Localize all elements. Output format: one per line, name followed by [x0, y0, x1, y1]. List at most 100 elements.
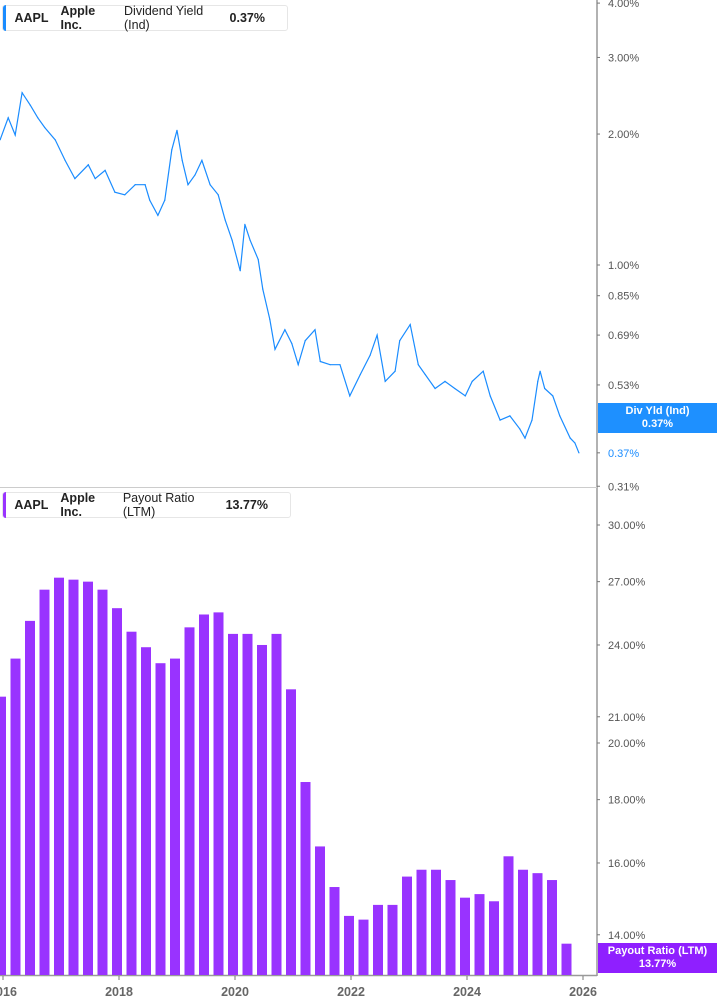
y-tick-label: 20.00%: [608, 738, 646, 750]
payout-ratio-bar: [300, 782, 311, 975]
y-tick-label: 0.31%: [608, 481, 639, 493]
dividend-yield-point: [181, 159, 183, 161]
dividend-yield-point: [399, 340, 401, 342]
legend-metric: Payout Ratio (LTM): [122, 491, 195, 519]
dividend-yield-point: [144, 184, 146, 186]
payout-ratio-bar: [242, 633, 253, 975]
payout-ratio-bar: [83, 581, 93, 975]
dividend-yield-point: [217, 194, 219, 196]
dividend-yield-point: [359, 373, 361, 376]
dividend-yield-point: [454, 387, 456, 390]
div-yield-price-tag: Div Yld (Ind) 0.37%: [598, 403, 717, 433]
payout-ratio-bar: [0, 696, 6, 975]
dividend-yield-point: [424, 373, 426, 376]
dividend-yield-point: [194, 174, 196, 176]
tag-label: Div Yld (Ind): [625, 405, 690, 417]
dividend-yield-point: [444, 380, 446, 383]
dividend-yield-point: [176, 129, 178, 131]
dividend-yield-point: [464, 395, 466, 397]
x-tick-label: 2018: [105, 985, 133, 999]
dividend-yield-point: [171, 149, 173, 151]
legend-value: 13.77%: [225, 498, 268, 512]
dividend-yield-point: [569, 437, 571, 439]
dividend-yield-point: [157, 214, 159, 217]
legend-ticker: AAPL: [14, 498, 49, 512]
dividend-yield-point: [104, 169, 106, 171]
y-tick-label: 3.00%: [608, 52, 639, 64]
dividend-yield-point: [531, 419, 533, 421]
dividend-yield-point: [574, 442, 576, 444]
payout-ratio-bar: [112, 608, 122, 975]
y-tick-label: 21.00%: [608, 712, 646, 724]
payout-ratio-bar: [199, 614, 209, 975]
legend-color-marker: [3, 492, 7, 518]
dividend-yield-point: [489, 395, 491, 397]
payout-ratio-bar: [547, 880, 557, 975]
dividend-yield-point: [376, 334, 378, 336]
dividend-yield-point: [329, 364, 331, 366]
dividend-yield-point: [14, 134, 16, 136]
dividend-yield-point: [519, 428, 521, 430]
tag-label: Payout Ratio (LTM): [607, 945, 708, 957]
dividend-yield-point: [44, 126, 46, 129]
payout-ratio-bar: [155, 663, 166, 975]
top-legend: AAPL Apple Inc. Dividend Yield (Ind) 0.3…: [2, 4, 288, 32]
y-tick-label: 0.85%: [608, 291, 639, 303]
x-tick-label: 2024: [453, 985, 481, 999]
dividend-yield-point: [74, 177, 76, 180]
dividend-yield-point: [7, 117, 9, 119]
y-tick-label: 1.00%: [608, 260, 639, 272]
legend-company: Apple Inc.: [60, 491, 96, 519]
payout-ratio-bar: [329, 887, 340, 975]
dividend-yield-point: [319, 360, 321, 363]
payout-ratio-bar: [460, 897, 470, 975]
dividend-yield-point: [537, 380, 539, 383]
payout-ratio-price-tag: Payout Ratio (LTM) 13.77%: [598, 943, 717, 973]
payout-ratio-bar: [97, 589, 108, 975]
y-tick-label: 24.00%: [608, 640, 646, 652]
dividend-yield-point: [369, 354, 371, 356]
x-tick-label: 2020: [221, 985, 249, 999]
payout-ratio-bar: [126, 631, 137, 975]
payout-ratio-bar: [431, 869, 441, 975]
y-tick-label: 16.00%: [608, 858, 646, 870]
dividend-yield-point: [304, 340, 306, 342]
payout-ratio-bar: [257, 644, 267, 975]
payout-ratio-bar: [286, 689, 296, 975]
dividend-yield-point: [297, 364, 299, 366]
payout-ratio-bar: [25, 620, 35, 975]
dividend-yield-point: [524, 437, 526, 439]
payout-ratio-bar: [213, 612, 224, 975]
payout-ratio-bar: [373, 904, 383, 975]
payout-ratio-bar: [474, 894, 485, 975]
dividend-yield-point: [552, 395, 554, 397]
payout-ratio-bar: [184, 627, 195, 975]
x-tick-label: 2026: [569, 985, 597, 999]
payout-ratio-bar: [68, 579, 79, 975]
dividend-yield-point: [394, 370, 396, 372]
dividend-yield-point: [339, 364, 341, 366]
dividend-yield-point: [231, 239, 233, 241]
y-tick-label: 18.00%: [608, 795, 646, 807]
legend-color-marker: [3, 5, 7, 31]
dividend-yield-point: [37, 117, 39, 119]
payout-ratio-bar: [387, 904, 398, 975]
x-tick-label: 2016: [0, 985, 17, 999]
payout-ratio-bar: [445, 880, 456, 975]
dividend-yield-point: [224, 219, 226, 221]
dividend-yield-point: [244, 223, 246, 225]
payout-ratio-bar: [141, 647, 151, 975]
dividend-yield-point: [539, 370, 541, 372]
dividend-yield-point: [149, 199, 151, 201]
dividend-yield-point: [262, 288, 264, 290]
y-tick-label: 14.00%: [608, 930, 646, 942]
dividend-yield-point: [349, 395, 351, 397]
dividend-yield-point: [509, 415, 511, 417]
payout-ratio-bar: [518, 869, 528, 975]
dividend-yield-point: [417, 364, 419, 366]
dividend-yield-point: [124, 194, 126, 196]
legend-value: 0.37%: [229, 11, 265, 25]
payout-ratio-bar: [402, 876, 412, 975]
y-tick-label: 27.00%: [608, 577, 646, 589]
